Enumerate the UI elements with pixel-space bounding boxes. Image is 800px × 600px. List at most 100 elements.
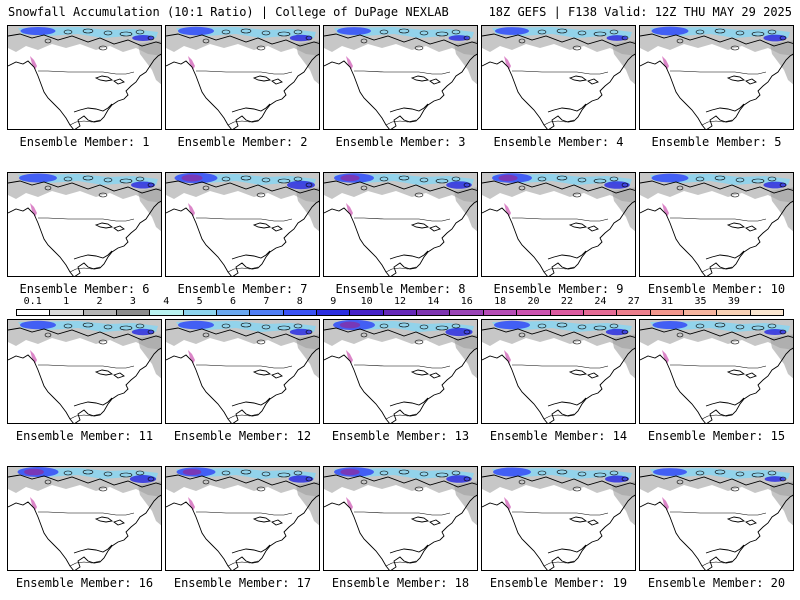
colorbar-tick-label: 12 <box>393 296 407 307</box>
arctic-coastline <box>8 33 161 47</box>
map-svg <box>166 26 319 129</box>
island <box>256 486 266 492</box>
snow-coastal <box>662 56 669 70</box>
island <box>695 176 705 182</box>
island <box>537 323 547 329</box>
colorbar-segment <box>183 310 218 315</box>
island <box>240 469 252 475</box>
arctic-coastline <box>166 327 319 341</box>
island <box>779 35 787 41</box>
colorbar-tick-label: 20 <box>527 296 540 307</box>
colorbar-segment <box>350 310 384 315</box>
coastline <box>166 53 319 129</box>
ensemble-member-label: Ensemble Member: 12 <box>173 429 312 443</box>
us-canada-border <box>38 70 135 75</box>
colorbar-tick-label: 24 <box>594 296 607 307</box>
us-mexico-border <box>385 266 417 273</box>
island <box>556 175 568 181</box>
island <box>676 332 684 338</box>
us-mexico-border <box>69 560 101 567</box>
island <box>435 325 449 331</box>
us-canada-border <box>512 511 609 516</box>
gulf-coastline <box>231 250 271 260</box>
coastline <box>8 347 161 423</box>
great-lakes <box>252 516 283 526</box>
island <box>44 332 52 338</box>
island <box>221 176 231 182</box>
island <box>256 192 266 198</box>
island <box>221 470 231 476</box>
colorbar-tick-label: 14 <box>427 296 440 307</box>
gulf-coastline <box>389 397 429 407</box>
map-svg <box>482 26 635 129</box>
great-lakes <box>568 222 599 232</box>
snow-coastal <box>504 203 511 217</box>
snow-max-east <box>763 34 787 42</box>
snow-heavy <box>340 174 360 182</box>
island <box>556 28 568 34</box>
island <box>751 31 765 37</box>
snow-max-east <box>448 35 470 41</box>
snow-max-west <box>494 320 530 330</box>
island <box>609 29 619 35</box>
snow-coastal <box>662 497 669 511</box>
island <box>82 175 94 181</box>
island <box>621 476 629 482</box>
great-lakes <box>726 516 757 526</box>
coastline <box>324 200 477 276</box>
gulf-coastline <box>389 103 429 113</box>
snow-field-gray-east <box>296 40 319 85</box>
us-mexico-border <box>543 413 575 420</box>
snow-max-east <box>763 181 787 189</box>
island <box>577 324 587 330</box>
ensemble-member-label: Ensemble Member: 15 <box>647 429 786 443</box>
gulf-coastline <box>73 397 113 407</box>
snow-field-gray-east <box>296 334 319 379</box>
island <box>735 30 745 36</box>
ensemble-member-label: Ensemble Member: 10 <box>647 282 786 296</box>
great-lakes <box>410 516 441 526</box>
island <box>277 31 291 37</box>
island <box>277 325 291 331</box>
gulf-coastline <box>73 250 113 260</box>
us-canada-border <box>354 364 451 369</box>
island <box>735 177 745 183</box>
snow-heavy <box>339 321 361 329</box>
snow-max-west <box>652 320 688 330</box>
island <box>379 176 389 182</box>
island <box>714 175 726 181</box>
ensemble-member-map <box>7 25 162 130</box>
island <box>256 45 266 51</box>
us-mexico-border <box>227 413 259 420</box>
great-lakes <box>252 75 283 85</box>
island <box>414 486 424 492</box>
island <box>518 332 526 338</box>
island <box>98 192 108 198</box>
island <box>435 31 449 37</box>
island <box>360 38 368 44</box>
island <box>593 178 607 184</box>
coastline <box>482 347 635 423</box>
colorbar-segment <box>217 310 251 315</box>
us-mexico-border <box>701 560 733 567</box>
island <box>63 176 73 182</box>
snow-field-gray-east <box>454 481 477 526</box>
island <box>730 45 740 51</box>
gulf-coastline <box>231 544 271 554</box>
coastline <box>166 347 319 423</box>
island <box>147 182 155 188</box>
snow-coastal <box>346 203 353 217</box>
island <box>240 175 252 181</box>
ensemble-member-label: Ensemble Member: 17 <box>173 576 312 590</box>
island <box>451 470 461 476</box>
gulf-coastline <box>231 397 271 407</box>
gulf-coastline <box>705 397 745 407</box>
island <box>451 176 461 182</box>
ensemble-member-map <box>165 319 320 424</box>
arctic-coastline <box>640 327 793 341</box>
snow-max-west <box>20 320 56 330</box>
island <box>240 322 252 328</box>
snow-max-east <box>605 475 629 483</box>
snow-coastal <box>504 350 511 364</box>
snow-field-gray-east <box>770 334 793 379</box>
